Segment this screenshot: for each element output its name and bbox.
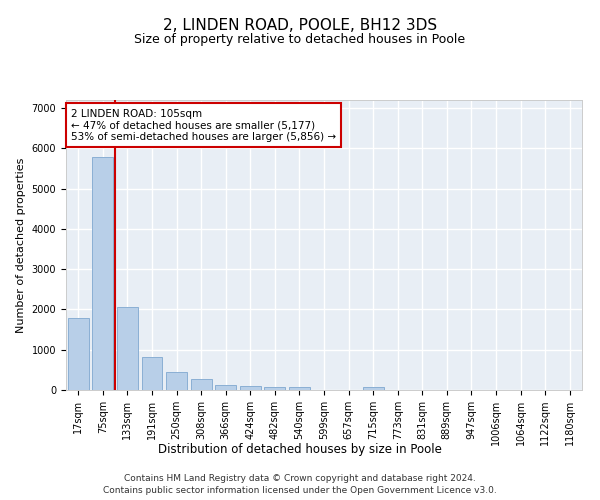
Bar — [215, 386, 236, 390]
Text: 2 LINDEN ROAD: 105sqm
← 47% of detached houses are smaller (5,177)
53% of semi-d: 2 LINDEN ROAD: 105sqm ← 47% of detached … — [71, 108, 336, 142]
Text: Contains public sector information licensed under the Open Government Licence v3: Contains public sector information licen… — [103, 486, 497, 495]
Bar — [166, 372, 187, 390]
Bar — [142, 357, 163, 390]
Bar — [289, 388, 310, 390]
Bar — [265, 387, 286, 390]
Text: Size of property relative to detached houses in Poole: Size of property relative to detached ho… — [134, 32, 466, 46]
Text: Distribution of detached houses by size in Poole: Distribution of detached houses by size … — [158, 442, 442, 456]
Bar — [240, 386, 261, 390]
Bar — [92, 157, 113, 390]
Y-axis label: Number of detached properties: Number of detached properties — [16, 158, 26, 332]
Text: Contains HM Land Registry data © Crown copyright and database right 2024.: Contains HM Land Registry data © Crown c… — [124, 474, 476, 483]
Bar — [191, 379, 212, 390]
Bar — [362, 388, 383, 390]
Bar — [117, 308, 138, 390]
Bar — [68, 318, 89, 390]
Text: 2, LINDEN ROAD, POOLE, BH12 3DS: 2, LINDEN ROAD, POOLE, BH12 3DS — [163, 18, 437, 32]
